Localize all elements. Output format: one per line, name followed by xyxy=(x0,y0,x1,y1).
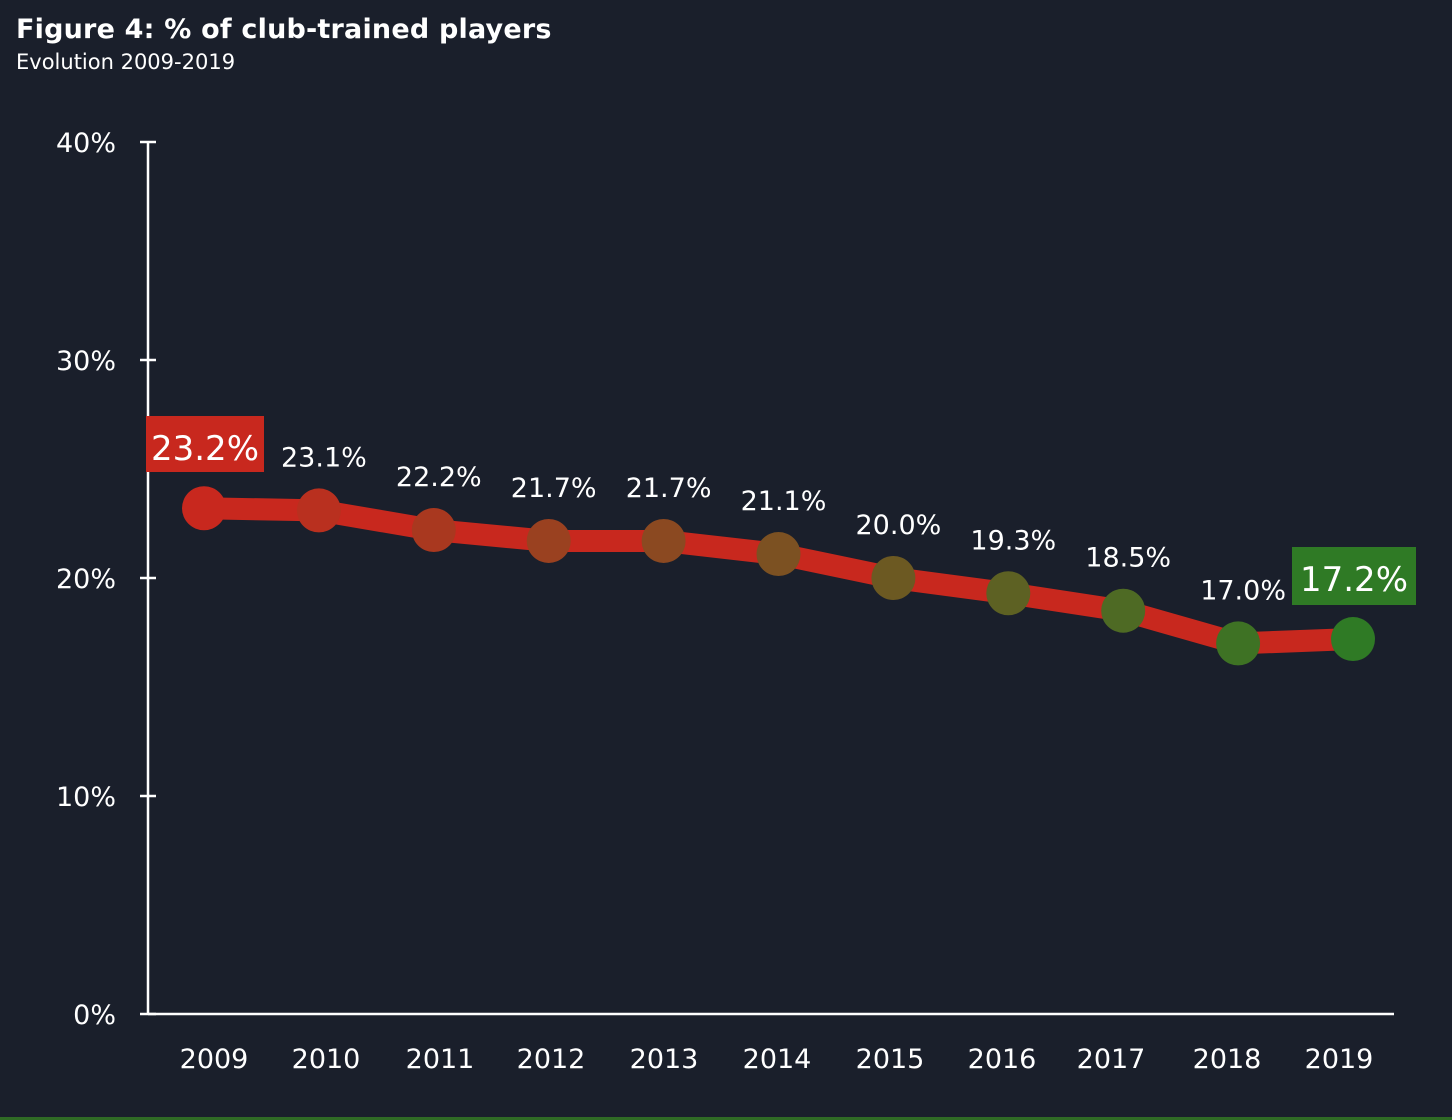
x-tick-label: 2009 xyxy=(180,1044,249,1075)
y-tick-label: 20% xyxy=(56,564,116,595)
data-point-2018 xyxy=(1216,621,1261,666)
x-tick-label: 2012 xyxy=(517,1044,586,1075)
y-tick-label: 40% xyxy=(56,128,116,159)
data-point-2019 xyxy=(1331,617,1375,662)
data-label-2014: 21.1% xyxy=(741,486,827,517)
data-label-2015: 20.0% xyxy=(856,510,942,541)
data-point-2014 xyxy=(756,532,801,577)
data-label-2016: 19.3% xyxy=(970,525,1056,556)
x-tick-label: 2018 xyxy=(1193,1044,1262,1075)
data-point-2016 xyxy=(986,571,1031,616)
data-label-2013: 21.7% xyxy=(626,473,712,504)
x-tick-labels: 2009 2010 2011 2012 2013 2014 2015 2016 2017 2018… xyxy=(180,1044,1374,1075)
data-label-2017: 18.5% xyxy=(1085,543,1171,574)
data-point-2012 xyxy=(526,518,571,563)
data-label-2010: 23.1% xyxy=(281,442,367,473)
data-point-2010 xyxy=(296,488,341,533)
data-label-2019: 17.2% xyxy=(1300,560,1408,600)
x-tick-label: 2017 xyxy=(1077,1044,1146,1075)
x-tick-label: 2019 xyxy=(1305,1044,1374,1075)
y-tick-label: 30% xyxy=(56,346,116,377)
x-tick-label: 2015 xyxy=(856,1044,925,1075)
data-label-2009: 23.2% xyxy=(151,429,259,469)
end-value-box xyxy=(1292,547,1416,605)
data-point-2009 xyxy=(182,486,226,531)
chart-subtitle: Evolution 2009-2019 xyxy=(16,50,236,74)
x-tick-label: 2016 xyxy=(968,1044,1037,1075)
y-ticks: 0% 10% 20% 30% 40% xyxy=(56,128,156,1031)
y-tick-label: 0% xyxy=(73,1000,116,1031)
y-tick-label: 10% xyxy=(56,782,116,813)
chart-title: Figure 4: % of club-trained players xyxy=(16,14,552,45)
data-point-2015 xyxy=(871,556,916,600)
bottom-rule xyxy=(0,1117,1452,1120)
x-tick-label: 2011 xyxy=(406,1044,475,1075)
data-label-2011: 22.2% xyxy=(396,462,482,493)
data-point-2013 xyxy=(641,518,686,563)
data-label-2018: 17.0% xyxy=(1200,575,1286,606)
data-point-2011 xyxy=(411,508,456,553)
data-labels: 23.2% 23.1% 22.2% 21.7% 21.7% 21.1% 20.0% 19.3%… xyxy=(146,416,1416,606)
data-label-2012: 21.7% xyxy=(511,473,597,504)
x-tick-label: 2010 xyxy=(292,1044,361,1075)
data-point-2017 xyxy=(1101,588,1146,633)
x-tick-label: 2013 xyxy=(630,1044,699,1075)
data-points xyxy=(182,486,1375,666)
start-value-box xyxy=(146,416,264,472)
x-tick-label: 2014 xyxy=(743,1044,812,1075)
